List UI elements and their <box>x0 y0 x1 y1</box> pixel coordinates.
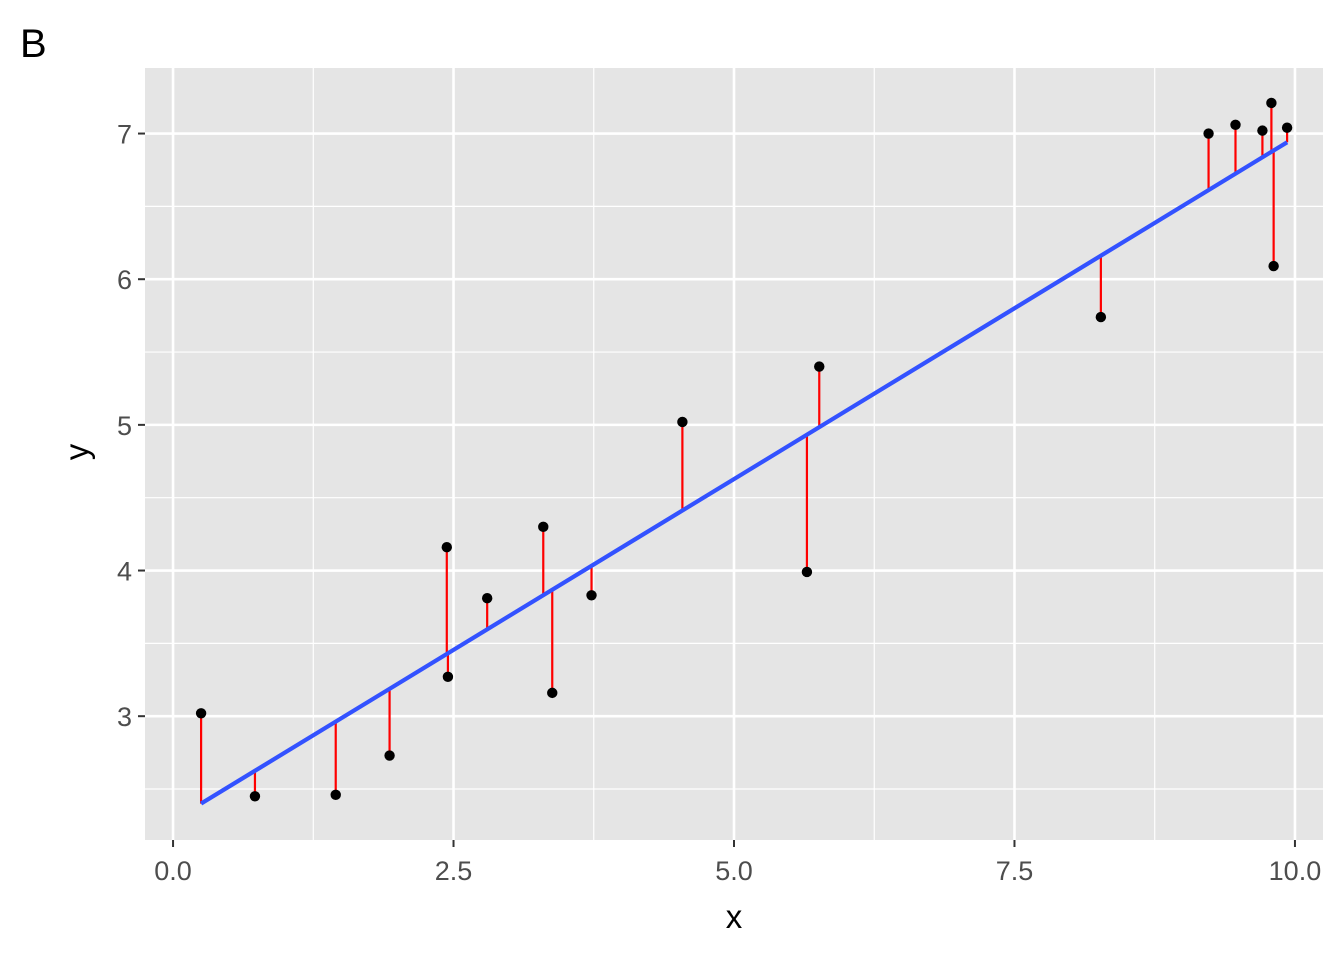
x-axis-ticks: 0.0 2.5 5.0 7.5 10.0 <box>154 840 1321 886</box>
data-point <box>1281 122 1293 133</box>
x-tick-label: 0.0 <box>154 856 192 886</box>
x-tick-label: 2.5 <box>435 856 473 886</box>
data-point <box>249 791 261 802</box>
data-point <box>1266 97 1277 109</box>
x-tick-label: 5.0 <box>715 856 753 886</box>
panel-tag: B <box>20 22 47 66</box>
data-points <box>195 97 1293 802</box>
data-point <box>384 750 395 761</box>
data-point <box>1095 311 1107 323</box>
data-point <box>547 687 558 699</box>
data-point <box>195 708 207 719</box>
residual-lines <box>199 102 1289 804</box>
data-point <box>481 593 493 604</box>
y-tick-label: 6 <box>117 265 132 295</box>
y-tick-label: 3 <box>117 702 132 732</box>
data-point <box>801 566 813 578</box>
x-tick-label: 7.5 <box>996 856 1034 886</box>
y-tick-label: 4 <box>117 557 132 587</box>
y-tick-label: 7 <box>117 120 132 150</box>
data-point <box>1203 128 1214 139</box>
data-point <box>330 789 341 801</box>
x-tick-label: 10.0 <box>1269 856 1322 886</box>
data-point <box>1257 125 1268 136</box>
data-point <box>538 521 549 533</box>
y-tick-label: 5 <box>117 411 132 441</box>
y-axis-ticks: 3 4 5 6 7 <box>117 120 145 732</box>
data-point <box>441 542 452 553</box>
regression-line <box>200 140 1289 806</box>
data-point <box>677 416 688 428</box>
data-point <box>1268 260 1279 272</box>
data-point <box>442 671 454 683</box>
data-point <box>586 590 597 601</box>
x-axis-title: x <box>726 898 743 935</box>
y-axis-title: y <box>58 443 95 460</box>
data-point <box>814 361 825 372</box>
data-point <box>1230 119 1241 131</box>
